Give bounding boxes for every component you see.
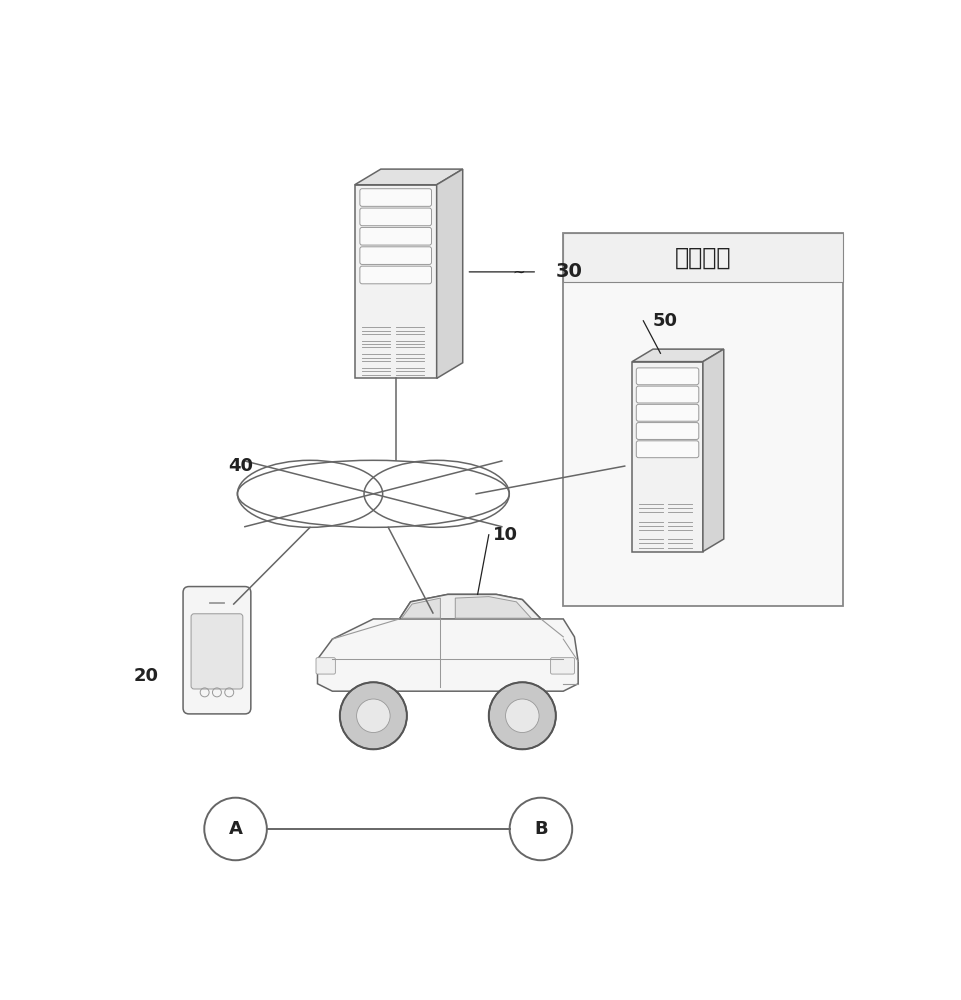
Circle shape [489,682,555,749]
Polygon shape [436,169,463,378]
Circle shape [205,798,267,860]
Text: B: B [534,820,548,838]
Polygon shape [400,594,541,619]
Polygon shape [456,597,531,618]
FancyBboxPatch shape [636,441,699,458]
Text: 20: 20 [134,667,159,685]
FancyBboxPatch shape [636,368,699,385]
Text: A: A [229,820,242,838]
Polygon shape [632,349,724,362]
Polygon shape [402,598,440,618]
FancyBboxPatch shape [636,404,699,421]
FancyBboxPatch shape [359,208,431,226]
Circle shape [509,798,572,860]
FancyBboxPatch shape [359,247,431,264]
FancyBboxPatch shape [183,587,251,714]
FancyBboxPatch shape [359,266,431,284]
Polygon shape [563,233,843,606]
FancyBboxPatch shape [636,386,699,403]
Text: 50: 50 [653,312,678,330]
FancyBboxPatch shape [636,423,699,439]
Text: 10: 10 [493,526,518,544]
FancyBboxPatch shape [551,658,575,674]
Text: 车辆共享: 车辆共享 [675,245,731,269]
FancyBboxPatch shape [316,658,335,674]
Polygon shape [632,362,702,552]
FancyBboxPatch shape [191,614,243,689]
Polygon shape [355,169,463,185]
Polygon shape [317,594,579,691]
Text: ~: ~ [512,264,525,279]
Circle shape [340,682,407,749]
FancyBboxPatch shape [359,189,431,206]
Circle shape [505,699,539,733]
Circle shape [357,699,390,733]
Text: 30: 30 [555,262,582,281]
Polygon shape [702,349,724,552]
Text: 40: 40 [228,457,253,475]
Polygon shape [563,233,843,282]
Polygon shape [355,185,436,378]
FancyBboxPatch shape [359,227,431,245]
